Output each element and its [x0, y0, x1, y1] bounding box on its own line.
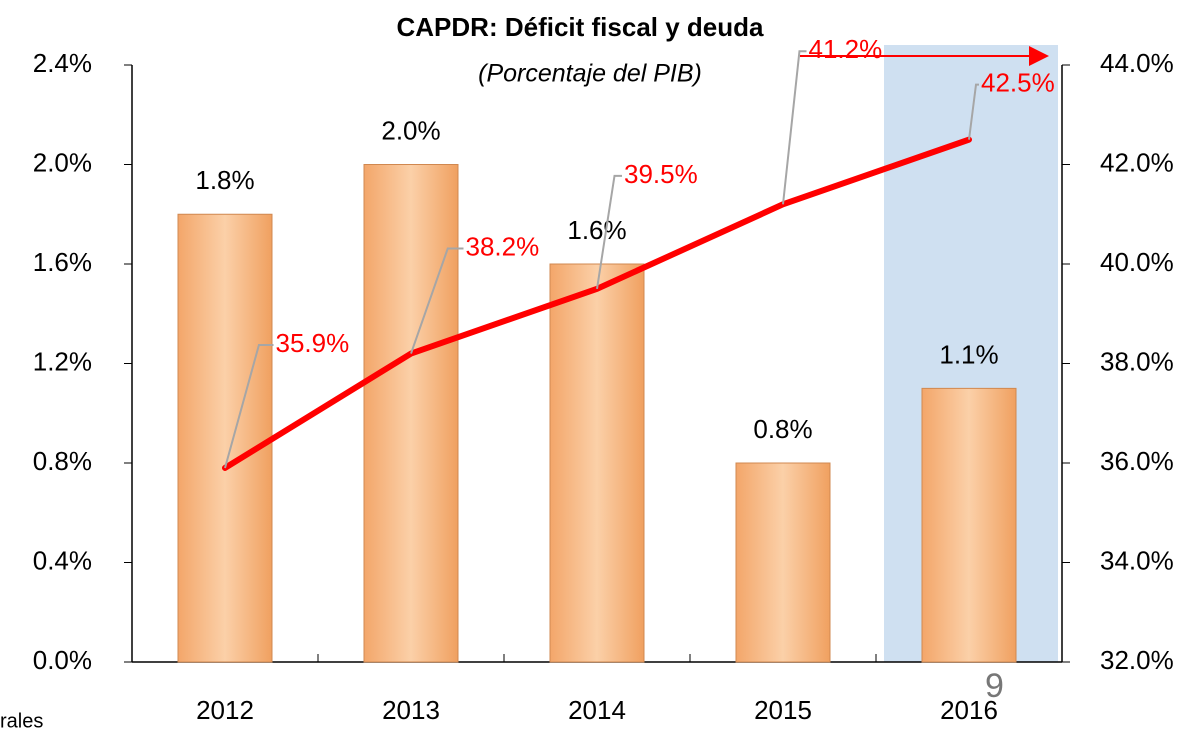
bar: [177, 213, 273, 663]
y-tick-label: 0.4%: [33, 545, 92, 575]
bar-value-label: 1.1%: [939, 339, 998, 369]
bar-value-label: 1.8%: [195, 165, 254, 195]
leader-line: [968, 83, 979, 140]
y2-tick-label: 42.0%: [1100, 147, 1174, 177]
line-value-label: 39.5%: [624, 159, 698, 189]
x-tick-label: 2015: [754, 695, 812, 725]
y2-tick-label: 40.0%: [1100, 247, 1174, 277]
bar: [363, 164, 459, 663]
line-value-label: 35.9%: [276, 328, 350, 358]
y-tick-label: 2.0%: [33, 147, 92, 177]
bar-value-label: 0.8%: [753, 414, 812, 444]
y2-tick-label: 32.0%: [1100, 645, 1174, 675]
leader-line: [596, 174, 622, 290]
line-value-label: 38.2%: [466, 231, 540, 261]
y-tick-label: 0.8%: [33, 446, 92, 476]
x-tick-label: 2014: [568, 695, 626, 725]
footnote: rales: [0, 710, 43, 732]
y-tick-label: 2.4%: [33, 48, 92, 78]
x-tick-label: 2013: [382, 695, 440, 725]
y-tick-label: 0.0%: [33, 645, 92, 675]
bar: [549, 263, 645, 663]
line-value-label: 42.5%: [981, 68, 1055, 98]
bar-value-label: 2.0%: [381, 115, 440, 145]
x-tick-label: 2012: [196, 695, 254, 725]
chart-title: CAPDR: Déficit fiscal y deuda: [397, 12, 765, 42]
line-value-label: 41.2%: [809, 34, 883, 64]
page-number: 9: [985, 667, 1004, 705]
x-tick-label: 2016: [940, 695, 998, 725]
leader-line: [410, 247, 464, 354]
bar-value-label: 1.6%: [567, 215, 626, 245]
y2-tick-label: 36.0%: [1100, 446, 1174, 476]
y2-tick-label: 38.0%: [1100, 346, 1174, 376]
leader-line: [782, 50, 807, 205]
y-tick-label: 1.2%: [33, 346, 92, 376]
bar: [921, 387, 1017, 663]
y2-tick-label: 34.0%: [1100, 545, 1174, 575]
bar: [735, 462, 831, 663]
y-tick-label: 1.6%: [33, 247, 92, 277]
leader-line: [224, 343, 274, 469]
y2-tick-label: 44.0%: [1100, 48, 1174, 78]
chart-subtitle: (Porcentaje del PIB): [478, 60, 702, 88]
